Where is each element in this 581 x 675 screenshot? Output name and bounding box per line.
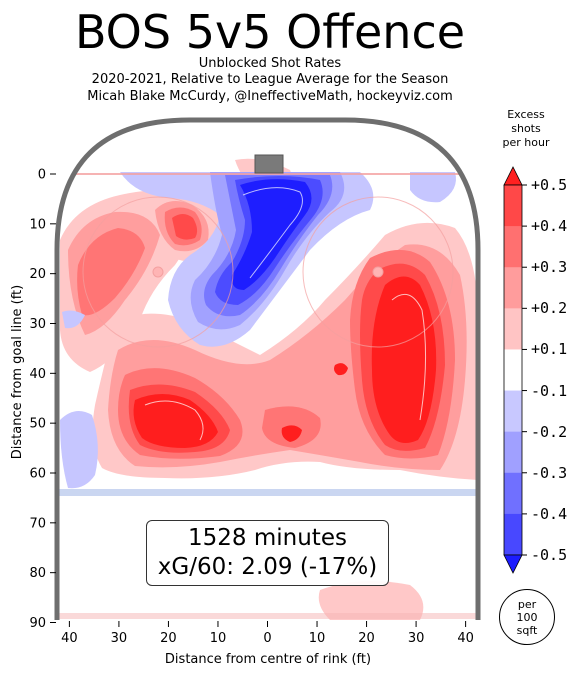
heatmap-regions bbox=[60, 158, 478, 620]
per-unit-line: per bbox=[517, 598, 537, 611]
blue-line bbox=[57, 489, 478, 496]
y-tick-label: 60 bbox=[29, 466, 46, 481]
colorbar-tick-label: -0.1 bbox=[531, 381, 568, 400]
faceoff-dot-left bbox=[152, 266, 164, 278]
xg-text: xG/60: 2.09 (-17%) bbox=[157, 554, 378, 580]
x-tick-label: 30 bbox=[111, 631, 128, 646]
x-tick-label: 40 bbox=[61, 631, 78, 646]
per-unit-line: 100 bbox=[516, 611, 538, 624]
chart-subtitle-season: 2020-2021, Relative to League Average fo… bbox=[91, 72, 449, 87]
y-tick-label: 90 bbox=[29, 616, 46, 631]
colorbar-segment bbox=[504, 431, 522, 474]
x-tick-label: 30 bbox=[408, 631, 425, 646]
colorbar-tick-label: +0.5 bbox=[531, 176, 568, 194]
colorbar-segment bbox=[504, 472, 522, 515]
axes: 40 30 20 10 0 10 20 30 40 0 10 20 30 40 50 60 70 80 90 bbox=[29, 168, 473, 647]
y-tick-label: 10 bbox=[29, 217, 46, 232]
centre-red-line bbox=[57, 613, 478, 619]
y-axis-label: Distance from goal line (ft) bbox=[10, 285, 25, 459]
x-tick-label: 10 bbox=[309, 631, 326, 646]
faceoff-circle-left bbox=[82, 196, 234, 348]
chart-title: BOS 5v5 Offence bbox=[74, 5, 466, 59]
colorbar-tick-label: +0.4 bbox=[531, 217, 568, 236]
chart-subtitle-author: Micah Blake McCurdy, @IneffectiveMath, h… bbox=[87, 89, 453, 104]
x-tick-label: 20 bbox=[160, 631, 177, 646]
colorbar bbox=[503, 166, 527, 574]
colorbar-tick-label: -0.5 bbox=[531, 546, 568, 564]
colorbar-segment bbox=[504, 513, 522, 556]
colorbar-segment bbox=[504, 185, 522, 227]
colorbar-tick-label: +0.1 bbox=[531, 340, 568, 359]
y-tick-label: 80 bbox=[29, 566, 46, 581]
summary-box: 1528 minutes xG/60: 2.09 (-17%) bbox=[146, 520, 389, 586]
colorbar-title-line: Excess bbox=[507, 108, 545, 121]
y-tick-label: 20 bbox=[29, 267, 46, 282]
colorbar-extend-min bbox=[503, 554, 523, 574]
y-tick-label: 40 bbox=[29, 367, 46, 382]
heat-level-minus-0-5 bbox=[231, 179, 312, 290]
per-unit-line: sqft bbox=[516, 624, 538, 637]
minutes-text: 1528 minutes bbox=[188, 525, 347, 551]
colorbar-tick-label: +0.2 bbox=[531, 299, 568, 318]
x-axis-label: Distance from centre of rink (ft) bbox=[165, 652, 371, 667]
colorbar-extend-max bbox=[503, 166, 523, 186]
x-tick-label: 10 bbox=[210, 631, 227, 646]
chart-subtitle-metric: Unblocked Shot Rates bbox=[198, 56, 342, 71]
rink-markings bbox=[57, 173, 478, 619]
colorbar-title: Excess shots per hour bbox=[496, 108, 556, 150]
colorbar-segment bbox=[504, 390, 522, 433]
y-tick-label: 30 bbox=[29, 317, 46, 332]
colorbar-tick-label: -0.3 bbox=[531, 463, 568, 482]
faceoff-dot-right bbox=[372, 266, 384, 278]
heat-level-plus-0-5 bbox=[133, 276, 437, 448]
y-tick-label: 0 bbox=[38, 168, 46, 183]
colorbar-segment bbox=[504, 349, 522, 392]
colorbar-segment bbox=[504, 308, 522, 350]
contour-lines bbox=[144, 187, 427, 441]
colorbar-title-line: per hour bbox=[502, 136, 550, 149]
per-unit-badge: per 100 sqft bbox=[499, 589, 555, 645]
goal-net bbox=[254, 154, 284, 174]
y-tick-label: 70 bbox=[29, 516, 46, 531]
faceoff-circle-right bbox=[302, 196, 454, 348]
colorbar-tick-label: +0.3 bbox=[531, 258, 568, 277]
colorbar-segment bbox=[504, 226, 522, 268]
rink-boards bbox=[54, 117, 481, 620]
y-tick-label: 50 bbox=[29, 417, 46, 432]
colorbar-tick-label: -0.2 bbox=[531, 422, 568, 441]
x-tick-label: 0 bbox=[263, 631, 271, 646]
colorbar-segment bbox=[504, 267, 522, 309]
colorbar-tick-label: -0.4 bbox=[531, 504, 568, 523]
x-tick-label: 20 bbox=[358, 631, 375, 646]
colorbar-title-line: shots bbox=[511, 122, 541, 135]
x-tick-label: 40 bbox=[457, 631, 474, 646]
